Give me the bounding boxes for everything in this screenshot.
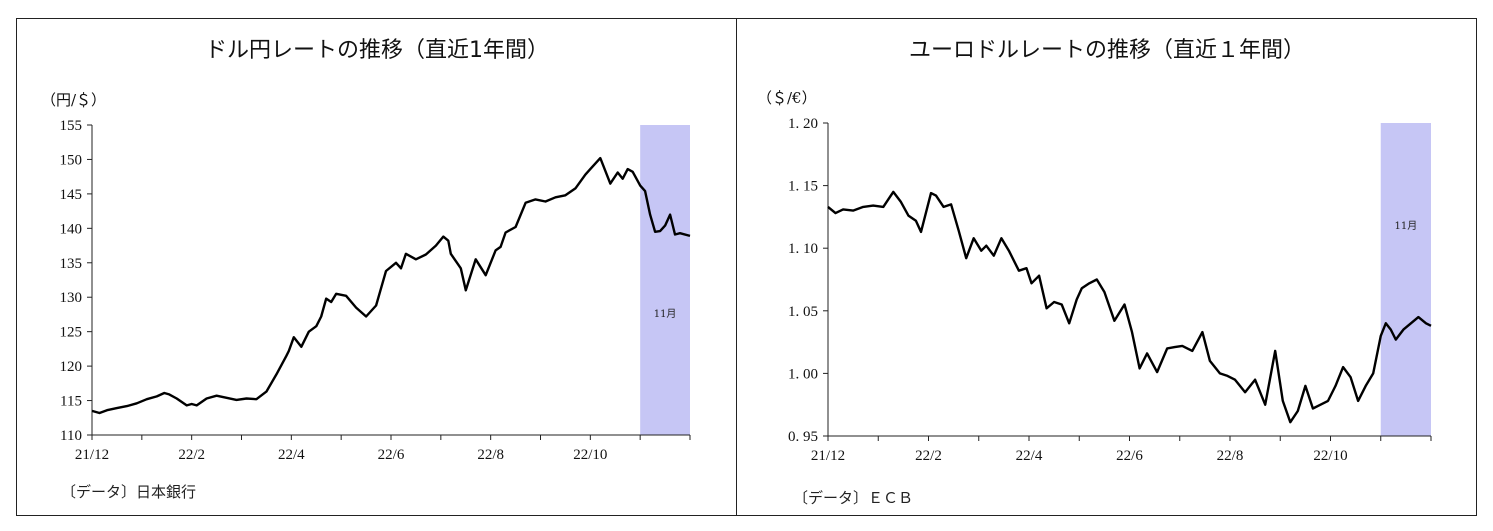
- chart-title: ユーロドルレートの推移（直近１年間）: [909, 38, 1305, 63]
- y-tick-label: 145: [60, 187, 83, 203]
- x-tick-label: 22/2: [178, 447, 205, 463]
- x-tick-label: 22/2: [915, 448, 942, 464]
- y-tick-label: 120: [60, 359, 83, 375]
- x-tick-label: 22/6: [378, 447, 405, 463]
- usd-jpy-chart: ドル円レートの推移（直近1年間） （円/＄） 〔データ〕日本銀行 11月 110 1…: [41, 38, 691, 501]
- y-tick-label: 1. 10: [788, 241, 818, 257]
- y-unit-label: （円/＄）: [41, 91, 106, 109]
- series-line: [827, 190, 1432, 424]
- y-tick-label: 1. 05: [788, 304, 818, 320]
- series-line: [91, 156, 691, 415]
- x-tick-label: 21/12: [811, 448, 845, 464]
- x-tick-label: 22/10: [1313, 448, 1347, 464]
- y-tick-label: 125: [60, 325, 83, 341]
- y-tick-label: 1. 00: [788, 366, 818, 382]
- x-tick-label: 22/6: [1116, 448, 1143, 464]
- y-tick-label: 130: [60, 290, 83, 306]
- y-tick-label: 150: [60, 152, 83, 168]
- usd-jpy-chart-panel: ドル円レートの推移（直近1年間） （円/＄） 〔データ〕日本銀行 11月 110 1…: [16, 18, 737, 516]
- eur-usd-chart: ユーロドルレートの推移（直近１年間） （＄/€） 〔データ〕ＥＣＢ 11月 0. …: [757, 38, 1432, 507]
- y-tick-label: 155: [60, 118, 83, 134]
- y-tick-label: 140: [60, 221, 83, 237]
- x-tick-label: 22/4: [278, 447, 305, 463]
- chart-title: ドル円レートの推移（直近1年間）: [205, 38, 549, 63]
- x-tick-label: 22/10: [573, 447, 607, 463]
- shaded-region-label: 11月: [654, 308, 677, 320]
- x-tick-label: 22/4: [1016, 448, 1043, 464]
- y-tick-label: 115: [60, 394, 82, 410]
- x-tick-label: 22/8: [477, 447, 504, 463]
- x-tick-label: 22/8: [1217, 448, 1244, 464]
- y-tick-label: 135: [60, 256, 83, 272]
- data-source: 〔データ〕ＥＣＢ: [793, 489, 913, 507]
- y-tick-label: 1. 20: [788, 116, 818, 132]
- y-tick-label: 110: [60, 428, 82, 444]
- eur-usd-chart-panel: ユーロドルレートの推移（直近１年間） （＄/€） 〔データ〕ＥＣＢ 11月 0. …: [736, 18, 1477, 516]
- y-unit-label: （＄/€）: [757, 89, 817, 107]
- x-tick-label: 21/12: [75, 447, 109, 463]
- shaded-region: [1380, 123, 1431, 436]
- data-source: 〔データ〕日本銀行: [61, 483, 196, 501]
- y-tick-label: 0. 95: [788, 429, 818, 445]
- shaded-region: [640, 125, 690, 435]
- y-tick-label: 1. 15: [788, 179, 818, 195]
- shaded-region-label: 11月: [1395, 220, 1418, 232]
